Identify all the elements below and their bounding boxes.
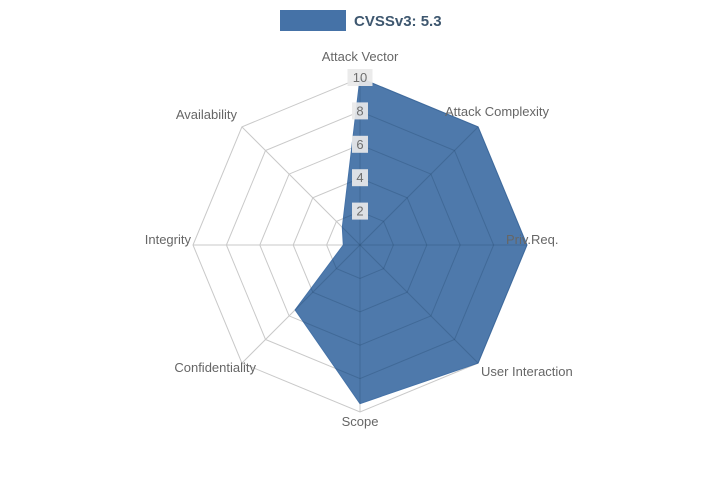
chart-legend[interactable]: CVSSv3: 5.3: [280, 10, 442, 31]
axis-label-priv-req: Priv.Req.: [506, 232, 559, 247]
tick-label: 10: [353, 70, 367, 85]
tick-label-bg: [352, 102, 368, 120]
axis-label-scope: Scope: [342, 414, 379, 429]
legend-swatch[interactable]: [280, 10, 346, 31]
tick-label: 2: [356, 204, 363, 219]
grid-spoke: [241, 126, 361, 246]
axis-label-confidentiality: Confidentiality: [174, 360, 256, 375]
tick-label-bg: [352, 135, 368, 153]
tick-label: 8: [356, 103, 363, 118]
axis-label-user-interaction: User Interaction: [481, 364, 573, 379]
axis-label-availability: Availability: [176, 107, 238, 122]
tick-label-bg: [352, 202, 368, 220]
axis-labels: Attack Vector Attack Complexity Priv.Req. U…: [145, 49, 573, 429]
tick-label-bg: [347, 69, 373, 86]
tick-label: 4: [356, 170, 363, 185]
tick-label-bg: [352, 169, 368, 187]
legend-label[interactable]: CVSSv3: 5.3: [354, 13, 442, 30]
axis-label-integrity: Integrity: [145, 232, 192, 247]
radial-axis-ticks: 2 4 6 8 10: [347, 69, 373, 220]
tick-label: 6: [356, 137, 363, 152]
axis-label-attack-complexity: Attack Complexity: [445, 104, 550, 119]
series-polygon: [294, 77, 528, 405]
axis-label-attack-vector: Attack Vector: [322, 49, 399, 64]
